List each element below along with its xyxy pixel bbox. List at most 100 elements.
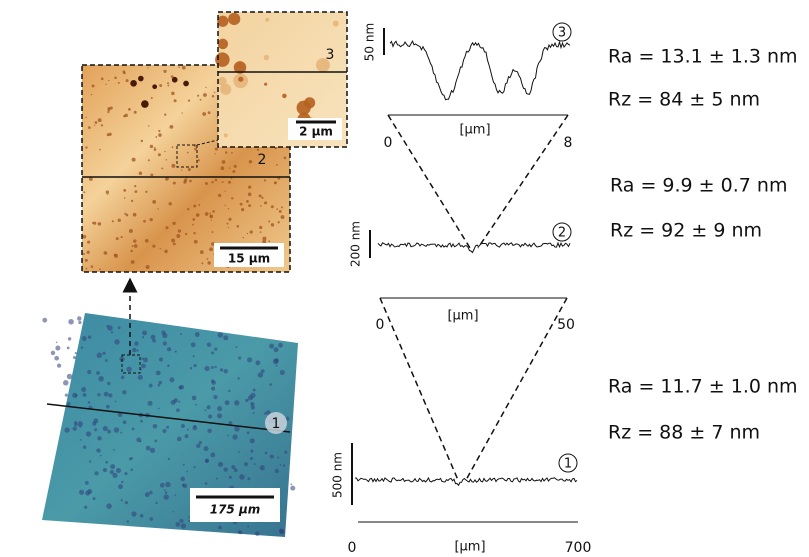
pit bbox=[221, 181, 224, 184]
pit bbox=[84, 480, 89, 485]
pit bbox=[106, 324, 109, 328]
pit bbox=[132, 212, 137, 217]
pit bbox=[188, 516, 190, 519]
pit bbox=[82, 393, 87, 397]
pit bbox=[206, 405, 211, 410]
pit bbox=[153, 148, 157, 151]
pit bbox=[139, 440, 142, 443]
pit bbox=[145, 445, 151, 451]
pit bbox=[102, 467, 108, 473]
projection-line bbox=[477, 114, 569, 249]
pit bbox=[126, 520, 130, 523]
pit bbox=[81, 386, 87, 392]
pit bbox=[165, 159, 168, 161]
pit bbox=[264, 451, 268, 455]
pit bbox=[62, 380, 69, 386]
pit bbox=[252, 411, 255, 414]
pit bbox=[117, 81, 120, 84]
pit bbox=[211, 386, 216, 391]
pit bbox=[171, 91, 175, 96]
pit bbox=[150, 334, 156, 340]
pit bbox=[258, 194, 262, 198]
pit bbox=[158, 407, 160, 410]
pit bbox=[316, 58, 330, 73]
pit bbox=[172, 242, 176, 246]
profiles: 50 nm 3 [µm] 0 8 200 nm 2 [µm] 0 50 500 nm 1 [µm] 0 70… bbox=[331, 22, 592, 556]
pit bbox=[204, 458, 209, 464]
height-scale-label: 500 nm bbox=[331, 452, 345, 498]
pit bbox=[261, 196, 264, 199]
pit bbox=[201, 262, 204, 265]
pit bbox=[102, 351, 106, 355]
rz-value: Rz = 84 ± 5 nm bbox=[608, 89, 760, 111]
pit bbox=[210, 366, 214, 369]
pit bbox=[182, 463, 185, 466]
pit bbox=[193, 204, 197, 208]
pit bbox=[68, 318, 74, 325]
pit bbox=[175, 522, 181, 527]
pit bbox=[217, 413, 223, 419]
axis-end: 700 bbox=[565, 540, 592, 556]
pit bbox=[134, 341, 139, 346]
pit bbox=[226, 222, 229, 225]
pit bbox=[149, 144, 154, 149]
pit bbox=[252, 388, 256, 392]
axis-label: [µm] bbox=[447, 309, 478, 324]
pit bbox=[149, 490, 153, 495]
pit bbox=[163, 69, 167, 73]
pit bbox=[213, 395, 218, 400]
pit bbox=[87, 240, 91, 244]
projection-line bbox=[379, 297, 459, 481]
pit bbox=[74, 352, 77, 355]
pit bbox=[164, 113, 167, 116]
pit bbox=[105, 83, 107, 85]
pit bbox=[107, 193, 109, 195]
pit bbox=[198, 203, 201, 206]
pit bbox=[246, 232, 249, 235]
pit bbox=[279, 464, 282, 466]
pit bbox=[97, 222, 102, 226]
pit bbox=[130, 249, 133, 253]
pit bbox=[242, 236, 245, 239]
pit bbox=[217, 76, 227, 86]
pit bbox=[137, 374, 143, 380]
pit bbox=[216, 477, 219, 480]
pit bbox=[168, 202, 172, 206]
pit bbox=[122, 70, 126, 74]
pit bbox=[280, 215, 285, 220]
pit bbox=[276, 163, 278, 166]
overview-label: 1 bbox=[272, 416, 281, 432]
pit bbox=[218, 193, 222, 198]
pit bbox=[72, 355, 77, 360]
pit bbox=[96, 371, 100, 375]
pit bbox=[214, 147, 218, 151]
pit bbox=[107, 106, 111, 110]
pit bbox=[273, 347, 279, 353]
pit bbox=[122, 420, 127, 425]
pit bbox=[84, 258, 88, 262]
pit bbox=[85, 431, 92, 437]
pit bbox=[158, 129, 161, 133]
pit bbox=[268, 240, 271, 243]
pit bbox=[149, 447, 156, 453]
pit bbox=[259, 465, 265, 471]
pit bbox=[233, 468, 238, 473]
pit bbox=[193, 466, 196, 469]
pit bbox=[263, 54, 270, 61]
pit bbox=[167, 364, 170, 368]
scale-box bbox=[190, 488, 280, 522]
pit bbox=[232, 170, 236, 173]
pit bbox=[120, 431, 123, 434]
pit bbox=[66, 402, 71, 407]
pit bbox=[180, 169, 183, 171]
pit bbox=[256, 148, 260, 151]
pit bbox=[228, 475, 232, 479]
pit bbox=[204, 409, 207, 412]
height-profile bbox=[389, 39, 571, 101]
pit bbox=[332, 20, 339, 27]
pit bbox=[277, 221, 280, 224]
pit bbox=[131, 427, 135, 431]
pit bbox=[144, 238, 149, 243]
pit bbox=[220, 83, 232, 95]
pit bbox=[171, 76, 178, 83]
